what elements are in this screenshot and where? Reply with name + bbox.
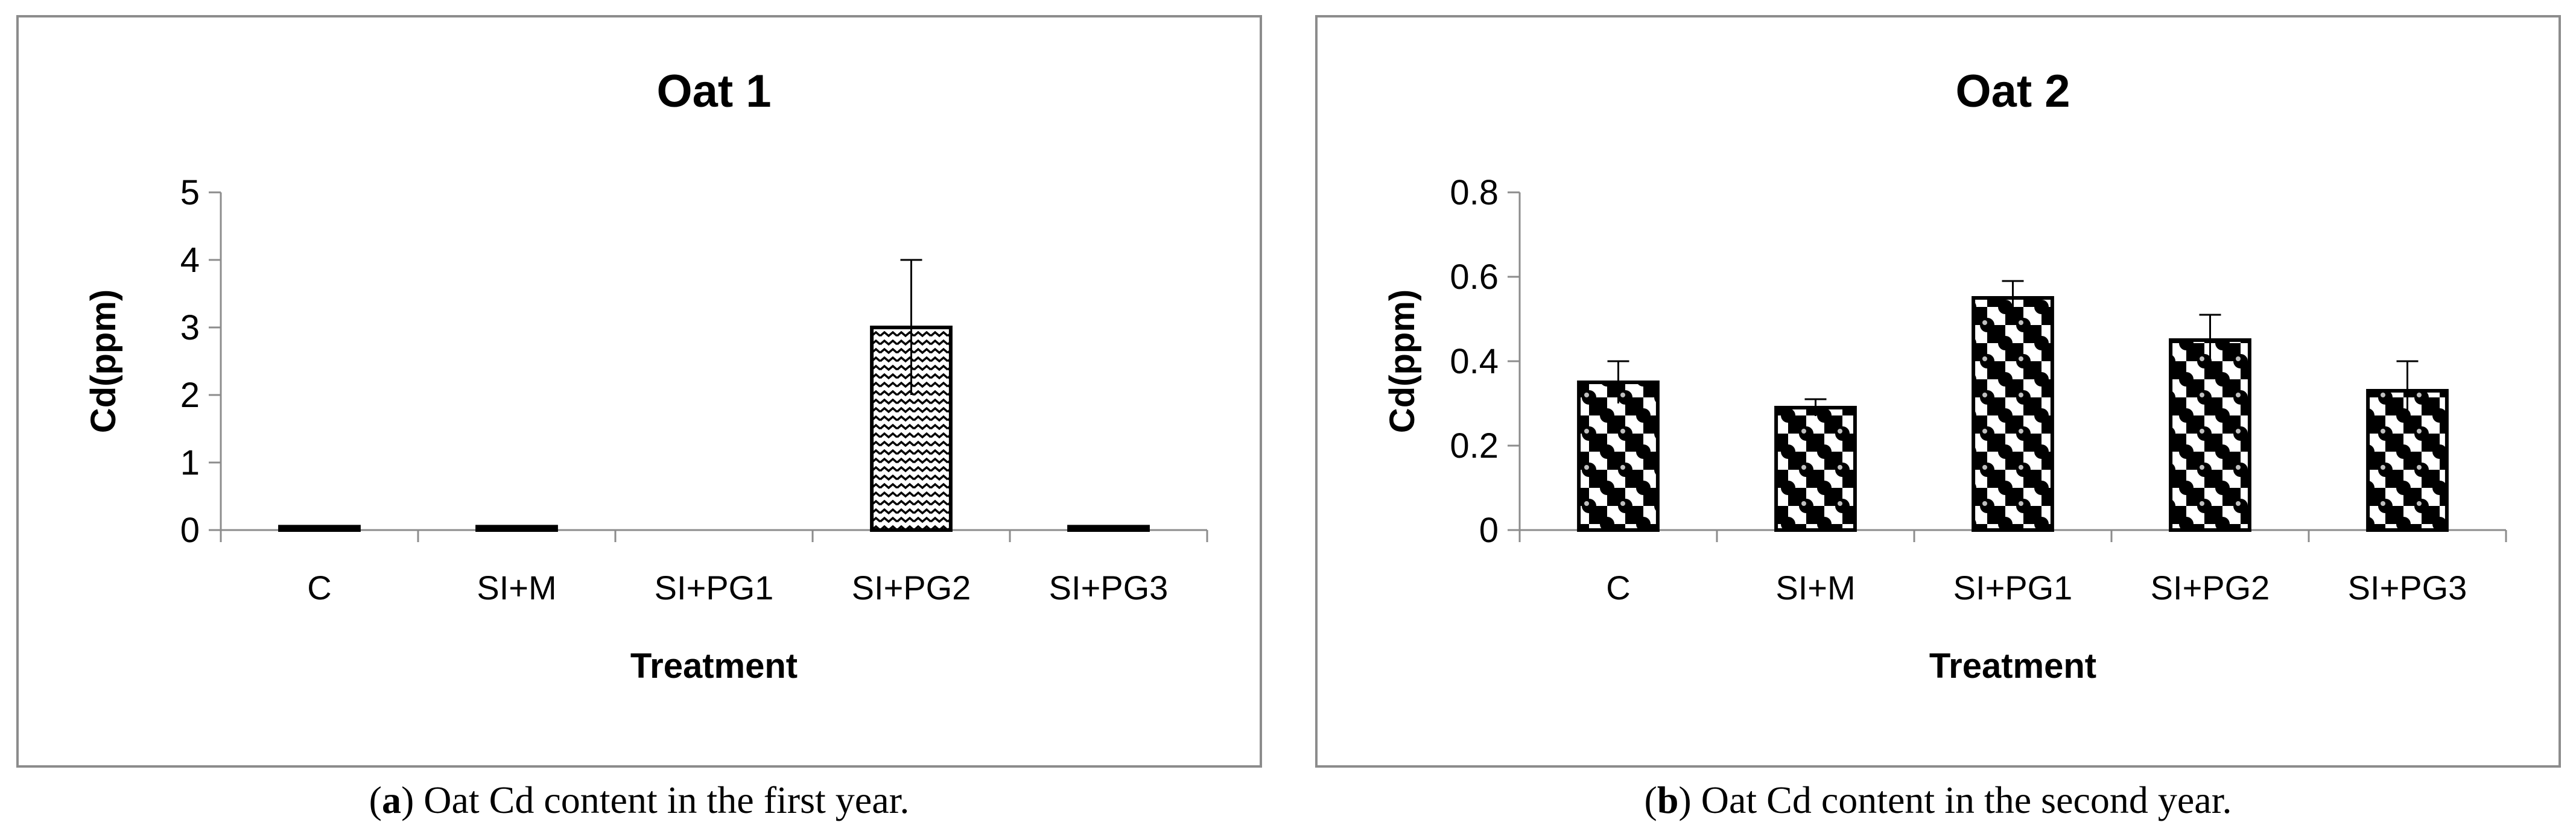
category-label: SI+M xyxy=(477,569,556,607)
caption-a: (a) Oat Cd content in the first year. xyxy=(369,779,910,821)
bar-c xyxy=(1577,381,1660,532)
chart-title: Oat 2 xyxy=(1955,66,2070,117)
y-tick-label: 5 xyxy=(180,173,200,212)
category-label: SI+PG1 xyxy=(655,569,774,607)
y-tick-label: 0.8 xyxy=(1450,173,1499,212)
caption-b-letter: b xyxy=(1657,779,1679,821)
y-axis-title: Cd(ppm) xyxy=(84,289,123,433)
caption-a-text: Oat Cd content in the first year. xyxy=(414,779,910,821)
category-label: SI+PG2 xyxy=(852,569,971,607)
y-tick-label: 3 xyxy=(180,308,200,347)
x-axis-title: Treatment xyxy=(630,646,798,686)
category-label: SI+PG2 xyxy=(2151,569,2270,607)
category-label: SI+PG3 xyxy=(2348,569,2467,607)
y-axis-title: Cd(ppm) xyxy=(1383,289,1422,433)
bar-si-m xyxy=(1774,406,1857,532)
chart-panel-oat-1: Oat 1 0 1 2 3 4 5 C SI+M SI+PG1 SI+PG2 SI+PG3 Treatm… xyxy=(16,15,1262,768)
y-tick-label: 2 xyxy=(180,376,200,415)
y-tick-label: 0 xyxy=(1479,511,1499,550)
category-label: SI+PG1 xyxy=(1953,569,2073,607)
y-tick-label: 0.6 xyxy=(1450,257,1499,297)
y-tick-label: 4 xyxy=(180,241,200,280)
caption-a-letter: a xyxy=(381,779,401,821)
bar-si-pg3 xyxy=(1067,525,1150,532)
y-tick-label: 1 xyxy=(180,443,200,482)
caption-b-text: Oat Cd content in the second year. xyxy=(1691,779,2232,821)
bar-si-pg2 xyxy=(2169,338,2251,532)
x-axis-title: Treatment xyxy=(1929,646,2096,686)
category-label: C xyxy=(307,569,331,607)
chart-svg-oat-1: Oat 1 0 1 2 3 4 5 C SI+M SI+PG1 SI+PG2 SI+PG3 Treatm… xyxy=(84,66,1208,686)
bar-si-pg2 xyxy=(870,326,953,532)
bar-si-pg1 xyxy=(1972,296,2054,532)
category-label: SI+PG3 xyxy=(1049,569,1169,607)
bar-si-m xyxy=(475,525,558,532)
category-label: C xyxy=(1606,569,1630,607)
category-label: SI+M xyxy=(1775,569,1855,607)
chart-svg-oat-2: Oat 2 0 0.2 0.4 0.6 0.8 C SI+M SI+PG1 SI+PG2 SI+PG… xyxy=(1383,66,2507,686)
y-tick-label: 0 xyxy=(180,511,200,550)
y-tick-label: 0.2 xyxy=(1450,426,1499,466)
bar-c xyxy=(278,525,361,532)
chart-panel-oat-2: Oat 2 0 0.2 0.4 0.6 0.8 C SI+M SI+PG1 SI+PG2 SI+PG… xyxy=(1315,15,2561,768)
y-tick-label: 0.4 xyxy=(1450,342,1499,381)
chart-title: Oat 1 xyxy=(656,66,771,117)
caption-b: (b) Oat Cd content in the second year. xyxy=(1644,779,2232,821)
